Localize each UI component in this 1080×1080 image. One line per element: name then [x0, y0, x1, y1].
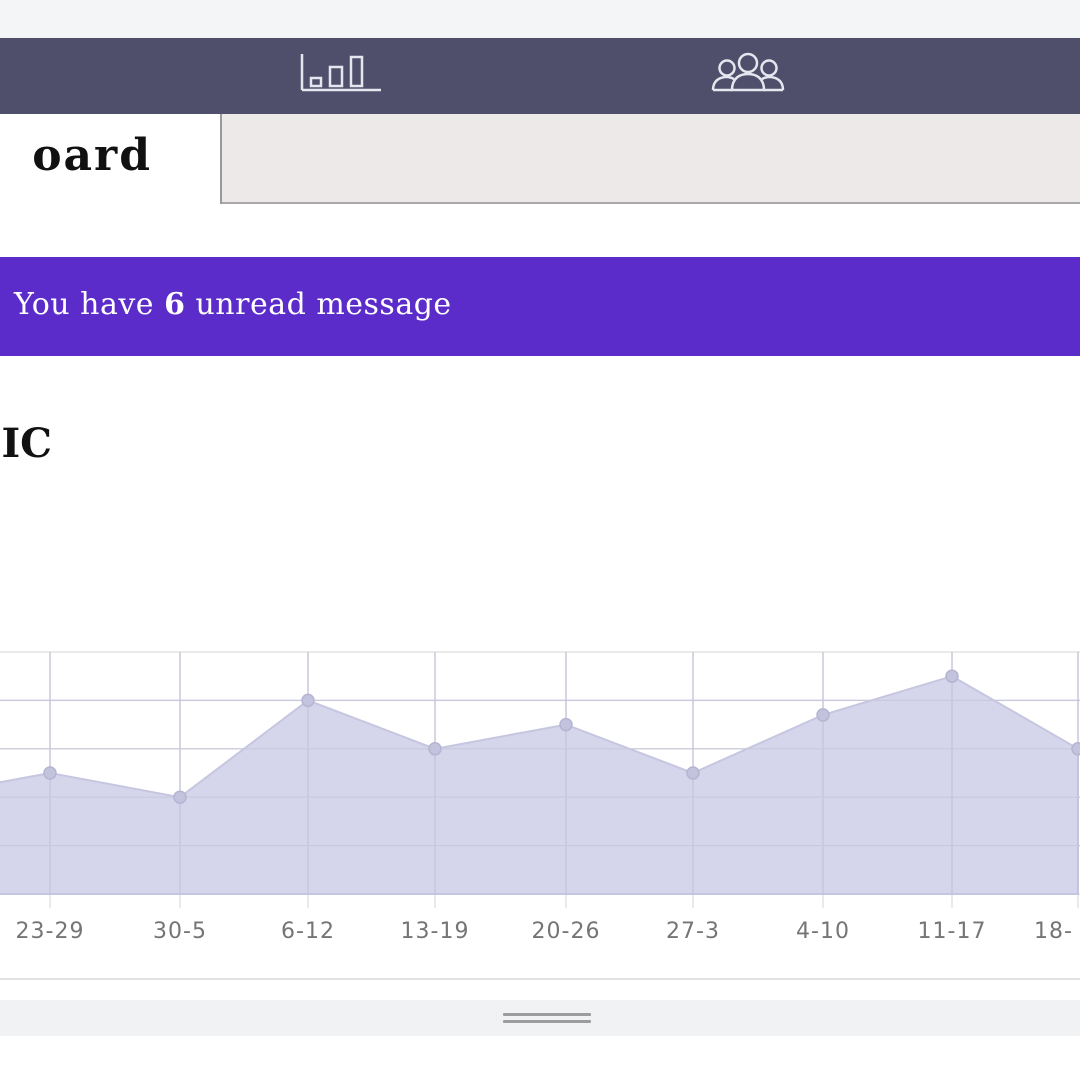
data-point — [945, 669, 959, 683]
data-point — [43, 766, 57, 780]
x-tick-label: 4-10 — [796, 919, 850, 940]
top-navigation-bar — [0, 38, 1080, 114]
data-point — [301, 693, 315, 708]
unread-messages-banner[interactable]: You have 6 unread message — [0, 257, 1080, 356]
bottom-sheet — [0, 1000, 1080, 1036]
data-point — [559, 717, 573, 732]
traffic-chart-svg: 23-29 30-5 6-12 13-19 20-26 27-3 4-10 11-17 18- — [0, 651, 1080, 944]
x-tick-label: 6-12 — [281, 919, 335, 940]
data-point — [1071, 742, 1080, 756]
data-point — [428, 742, 442, 756]
x-tick-label: 23-29 — [16, 919, 85, 940]
data-point — [173, 790, 187, 804]
x-tick-label: 18- — [1034, 919, 1073, 940]
tab-dashboard-label: oard — [32, 130, 152, 181]
x-tick-label: 20-26 — [532, 919, 601, 940]
tab-dashboard[interactable]: oard — [0, 114, 222, 204]
chart-area-series — [0, 675, 1079, 895]
x-tick-label: 13-19 — [401, 919, 470, 940]
banner-suffix: unread message — [185, 287, 452, 322]
chart-divider — [0, 978, 1080, 980]
unread-message-text: You have 6 unread message — [14, 287, 452, 322]
status-strip — [0, 0, 1080, 38]
data-point — [686, 766, 700, 780]
unread-count: 6 — [164, 287, 186, 322]
section-title-text: IC — [1, 420, 52, 467]
users-icon[interactable] — [703, 48, 793, 104]
x-tick-label: 27-3 — [666, 919, 720, 940]
drag-handle[interactable] — [503, 1013, 591, 1023]
x-tick-label: 11-17 — [918, 919, 987, 940]
tab-inactive[interactable] — [222, 114, 1080, 204]
bottom-area — [0, 1036, 1080, 1080]
banner-prefix: You have — [14, 287, 165, 322]
section-title: IC — [0, 420, 60, 470]
data-point — [816, 708, 830, 722]
bar-chart-icon[interactable] — [295, 48, 385, 104]
tab-bar: oard — [0, 114, 1080, 206]
traffic-chart: 23-29 30-5 6-12 13-19 20-26 27-3 4-10 11-17 18- — [0, 640, 1080, 944]
x-tick-label: 30-5 — [153, 919, 207, 940]
